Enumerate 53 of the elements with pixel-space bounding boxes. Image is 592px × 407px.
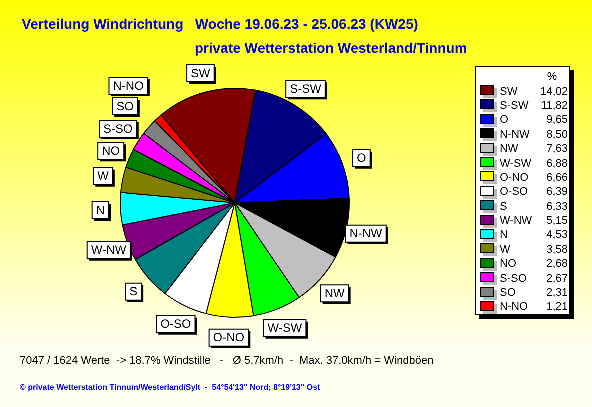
slice-label: O: [357, 151, 366, 166]
chart-title: Verteilung Windrichtung Woche 19.06.23 - 25.06.23 (KW25): [22, 16, 418, 32]
legend-label: O-NO: [500, 170, 530, 186]
slice-label: S-SO: [104, 122, 133, 136]
slice-label: S-SW: [290, 82, 322, 96]
legend-title: %: [546, 70, 558, 84]
data-label: 2,67: [546, 272, 568, 286]
legend-label: N-NO: [500, 300, 530, 315]
legend-label: SW: [500, 84, 519, 99]
data-label: 7,63: [546, 142, 568, 156]
slice-label: W: [98, 169, 110, 184]
data-label: 1,21: [546, 300, 568, 315]
legend-label: S-SO: [500, 272, 528, 286]
data-label: 6,39: [546, 185, 568, 200]
slice-label: N: [96, 203, 106, 218]
slice-label: O-NO: [213, 330, 245, 345]
slice-label: W-NW: [91, 243, 128, 258]
legend-label: W-NW: [500, 214, 534, 228]
data-label: 6,66: [546, 170, 568, 186]
legend-label: N: [500, 228, 509, 243]
legend-label: NO: [500, 257, 518, 272]
data-label: 11,82: [540, 98, 568, 114]
data-label: 14,02: [539, 84, 568, 99]
slice-label: N-NW: [350, 226, 384, 241]
slice-label: NW: [324, 286, 346, 300]
legend-label: NW: [500, 142, 520, 156]
text: © private Wetterstation Tinnum/Westerland/Sylt - 54°54'13" Nord; 8°19'13" Ost: [20, 383, 320, 392]
slice-label: W-SW: [268, 321, 303, 336]
legend-label: W-SW: [500, 156, 533, 171]
data-label: 9,65: [546, 113, 568, 128]
slice-label: SO: [116, 99, 134, 114]
slice-label: S: [130, 284, 138, 299]
data-label: 2,31: [546, 286, 568, 300]
legend-label: S-SW: [500, 98, 530, 114]
slice-label: NO: [102, 144, 120, 158]
data-label: 5,15: [546, 214, 568, 228]
data-label: 8,50: [546, 128, 568, 142]
data-label: 6,33: [546, 200, 568, 214]
legend-label: S: [500, 200, 508, 214]
chart-subtitle: private Wetterstation Westerland/Tinnum: [195, 40, 468, 56]
legend-label: SO: [500, 286, 517, 300]
legend-label: W: [500, 242, 512, 258]
slice-label: N-NO: [113, 78, 144, 93]
data-label: 6,88: [546, 156, 568, 171]
legend-label: O: [500, 113, 510, 128]
legend-label: O-SO: [500, 185, 530, 200]
legend-label: N-NW: [500, 128, 531, 142]
text: 7047 / 1624 Werte -> 18.7% Windstille - Ø 5,7km/h - Max. 37,0km/h = Windböen: [20, 355, 434, 367]
data-label: 2,68: [546, 257, 568, 272]
data-label: 3,58: [546, 242, 568, 258]
data-label: 4,53: [546, 228, 568, 243]
slice-label: O-SO: [160, 317, 192, 332]
slice-label: SW: [191, 66, 212, 80]
